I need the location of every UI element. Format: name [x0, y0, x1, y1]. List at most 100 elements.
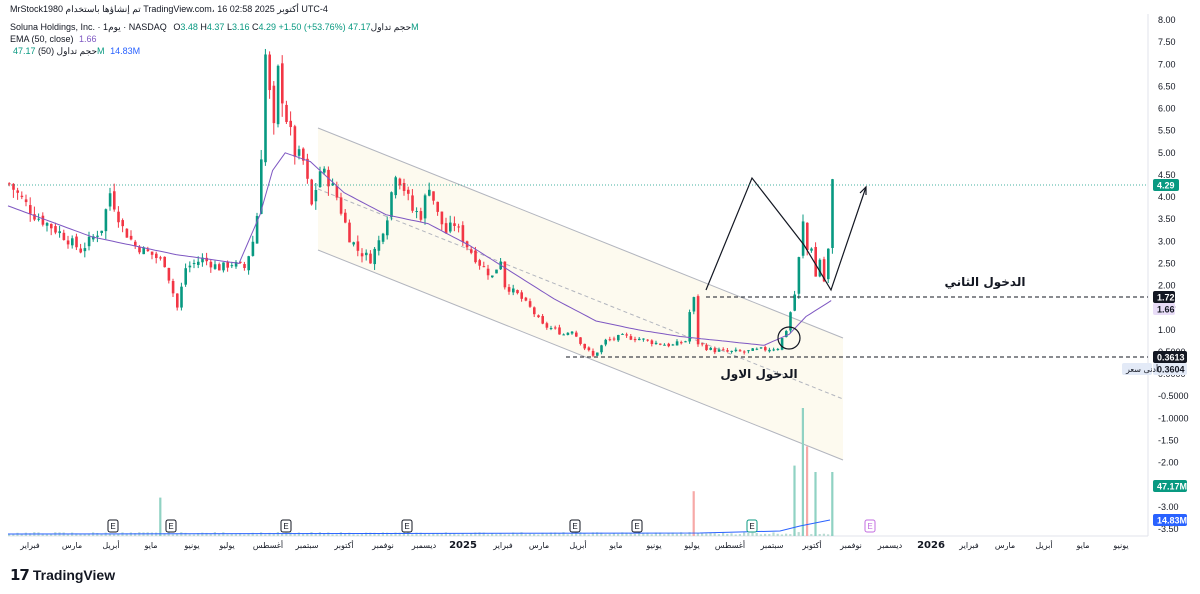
volume-bar [75, 533, 78, 536]
candle-body [117, 211, 120, 223]
ohlc-l: L3.16 [226, 22, 250, 32]
candle-body [596, 352, 599, 356]
volume-spike-bar [814, 472, 817, 536]
y-tick-label: 4.50 [1158, 170, 1176, 180]
candle-body [297, 149, 301, 156]
volume-bar [780, 534, 783, 536]
candle-body [600, 345, 603, 353]
volume-bar [79, 533, 82, 536]
candle-body [705, 344, 708, 351]
candle-body [793, 294, 796, 311]
candle-body [302, 148, 305, 161]
volume-bar [491, 533, 494, 536]
candle-body [827, 248, 830, 280]
vol-ma-value2: 14.83M [110, 46, 141, 56]
volume-bar [663, 534, 666, 536]
level-172-tag: 1.72 [1157, 293, 1175, 303]
volume-bar [587, 534, 590, 536]
volume-bar [596, 532, 599, 536]
volume-bar [604, 534, 607, 536]
candle-body [453, 223, 456, 226]
x-tick-label: يوليو [218, 541, 234, 550]
watermark-line: MrStock1980 تم إنشاؤها باستخدام TradingV… [10, 4, 328, 14]
ema-tag: 1.66 [1157, 305, 1175, 315]
candle-body [436, 201, 439, 212]
candle-body [822, 259, 826, 282]
ema-label: EMA (50, close) [10, 34, 74, 44]
volume-bar [272, 533, 275, 536]
candle-body [377, 240, 381, 251]
candle-body [306, 158, 309, 179]
volume-bar [810, 534, 813, 536]
channel-upper-line [317, 127, 844, 339]
candle-body [667, 343, 670, 347]
volume-bar [50, 534, 53, 536]
y-tick-label: 3.50 [1158, 214, 1176, 224]
x-tick-label: أبريل [569, 540, 586, 550]
earnings-marker-letter: E [749, 522, 754, 531]
candle-body [323, 168, 326, 173]
candle-body [440, 211, 444, 225]
candle-body [159, 257, 162, 259]
ema-line [7, 152, 832, 346]
candle-body [373, 248, 376, 265]
candle-body [289, 120, 292, 128]
volume-bar [45, 534, 48, 536]
candle-body [415, 211, 418, 213]
candle-body [612, 338, 616, 340]
volume-bar [533, 533, 536, 536]
volume-bar [327, 532, 330, 536]
volume-spike-bar [159, 497, 162, 536]
tradingview-logo[interactable]: 𝟭𝟳 TradingView [10, 566, 115, 584]
candle-body [491, 275, 494, 278]
candle-body [801, 221, 805, 256]
ema-legend[interactable]: EMA (50, close) 1.66 [10, 34, 97, 44]
volume-bar [545, 533, 548, 536]
x-tick-label: أبريل [1035, 540, 1052, 550]
volume-bar [423, 533, 426, 536]
candle-body [432, 191, 435, 201]
volume-bar [398, 532, 401, 536]
candle-body [743, 351, 746, 353]
candle-body [684, 341, 687, 343]
volume-bar [411, 534, 414, 536]
candle-body [533, 307, 536, 315]
volume-bar [776, 533, 779, 536]
x-tick-label: مارس [995, 541, 1015, 550]
volume-bar [365, 532, 368, 536]
volume-bar [12, 533, 15, 536]
x-tick-label: يونيو [645, 541, 661, 550]
volume-bar [360, 534, 363, 536]
volume-bar [171, 534, 174, 536]
volume-bar [8, 534, 11, 536]
volume-bar [20, 534, 23, 536]
candle-body [583, 343, 586, 349]
volume-bar [318, 532, 321, 536]
volume-bar [255, 534, 258, 536]
volume-bar [184, 532, 187, 536]
y-tick-label: 7.00 [1158, 59, 1176, 69]
volume-bar [629, 532, 632, 536]
volume-bar [818, 534, 821, 536]
x-tick-label: مايو [608, 541, 622, 550]
candle-body [239, 261, 242, 263]
candle-body [314, 190, 318, 202]
candle-body [83, 248, 87, 252]
volume-bar [722, 532, 725, 536]
volume-bar [516, 533, 519, 536]
volume-bar [734, 534, 737, 536]
volume-bar [352, 534, 355, 536]
level-03613-tag: 0.3613 [1157, 353, 1185, 363]
candle-body [87, 236, 91, 247]
candle-body [444, 223, 448, 234]
candle-body [138, 246, 141, 253]
volume-bar [822, 533, 825, 536]
symbol-legend[interactable]: Soluna Holdings, Inc. · 1يوم · NASDAQ O3… [10, 22, 419, 33]
candle-body [247, 256, 250, 271]
candle-body [470, 249, 473, 253]
earnings-marker-letter: E [572, 522, 577, 531]
volume-bar [671, 532, 674, 536]
volume-bar [486, 534, 489, 536]
volume-ma-legend[interactable]: حجم تداول (50) 47.17M 14.83M [10, 46, 140, 57]
